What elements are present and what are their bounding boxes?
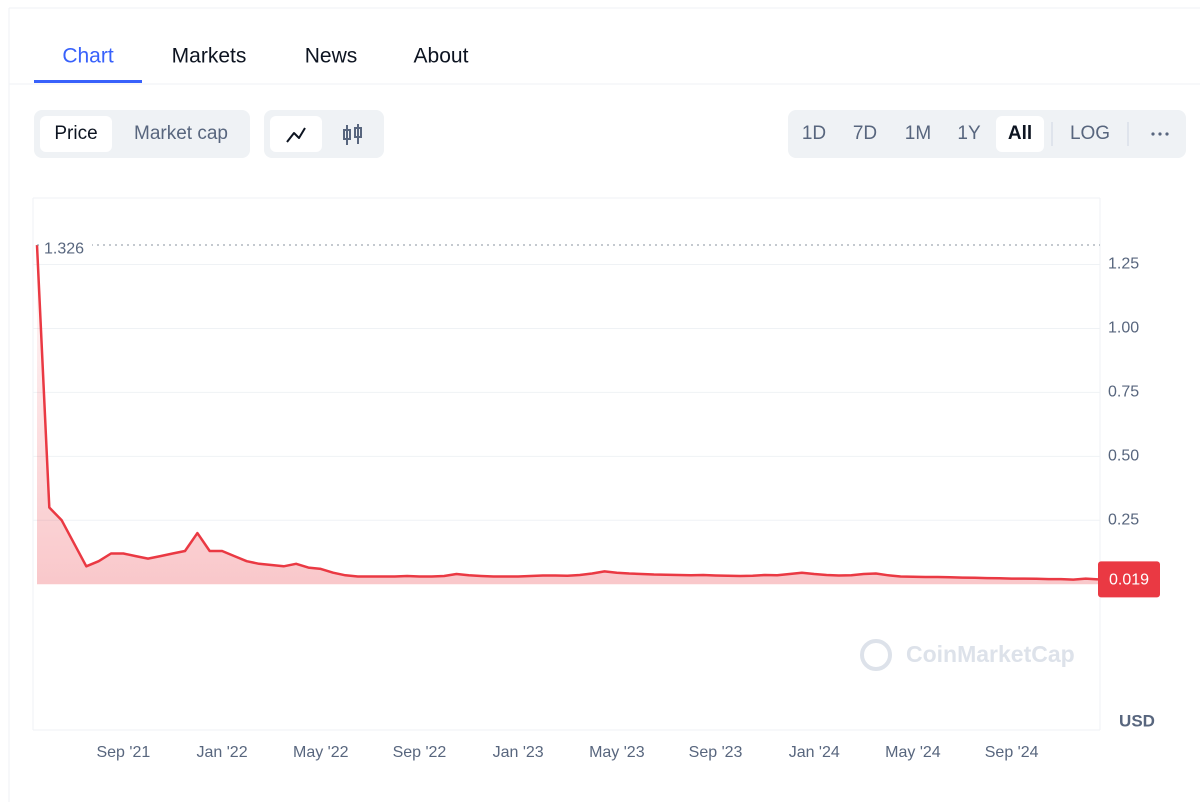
- tab[interactable]: Markets: [172, 45, 247, 68]
- toggle-button[interactable]: Price: [54, 123, 97, 144]
- tab-indicator: [34, 80, 142, 83]
- range-button[interactable]: 7D: [853, 123, 877, 144]
- y-tick-label: 0.25: [1108, 511, 1139, 528]
- range-button[interactable]: 1M: [905, 123, 931, 144]
- x-tick-label: May '23: [589, 744, 645, 761]
- high-label-bg: [40, 234, 92, 257]
- x-tick-label: May '24: [885, 744, 941, 761]
- x-tick-label: Sep '24: [985, 744, 1039, 761]
- x-tick-label: Sep '23: [689, 744, 743, 761]
- x-tick-label: Sep '22: [393, 744, 447, 761]
- x-tick-label: May '22: [293, 744, 349, 761]
- current-price-label: 0.019: [1109, 572, 1149, 589]
- range-button[interactable]: All: [1008, 123, 1032, 144]
- y-tick-label: 0.75: [1108, 384, 1139, 401]
- tab[interactable]: News: [305, 45, 358, 68]
- tab[interactable]: Chart: [62, 45, 114, 68]
- range-group: [788, 110, 1186, 158]
- line-chart-icon[interactable]: [286, 127, 306, 143]
- price-line: [35, 245, 1099, 581]
- toggle-button[interactable]: Market cap: [134, 123, 228, 144]
- range-button[interactable]: 1D: [802, 123, 826, 144]
- watermark-text: CoinMarketCap: [906, 641, 1075, 667]
- y-tick-label: 1.00: [1108, 320, 1139, 337]
- candle-icon[interactable]: [343, 124, 362, 145]
- unit-label: USD: [1119, 711, 1155, 730]
- current-price-badge: [1098, 561, 1160, 598]
- x-tick-label: Jan '23: [493, 744, 544, 761]
- x-tick-label: Sep '21: [96, 744, 150, 761]
- x-tick-label: Jan '22: [197, 744, 248, 761]
- watermark: CoinMarketCap: [860, 639, 1075, 671]
- x-tick-label: Jan '24: [789, 744, 840, 761]
- toggle-selected: [40, 116, 112, 152]
- y-tick-label: 0.50: [1108, 448, 1139, 465]
- range-selected: [996, 116, 1044, 152]
- tab[interactable]: About: [414, 45, 469, 68]
- y-tick-label: 1.25: [1108, 256, 1139, 273]
- range-button[interactable]: 1Y: [957, 123, 981, 144]
- more-button[interactable]: [1151, 132, 1169, 136]
- high-label: 1.326: [44, 240, 84, 257]
- range-button[interactable]: LOG: [1070, 123, 1110, 144]
